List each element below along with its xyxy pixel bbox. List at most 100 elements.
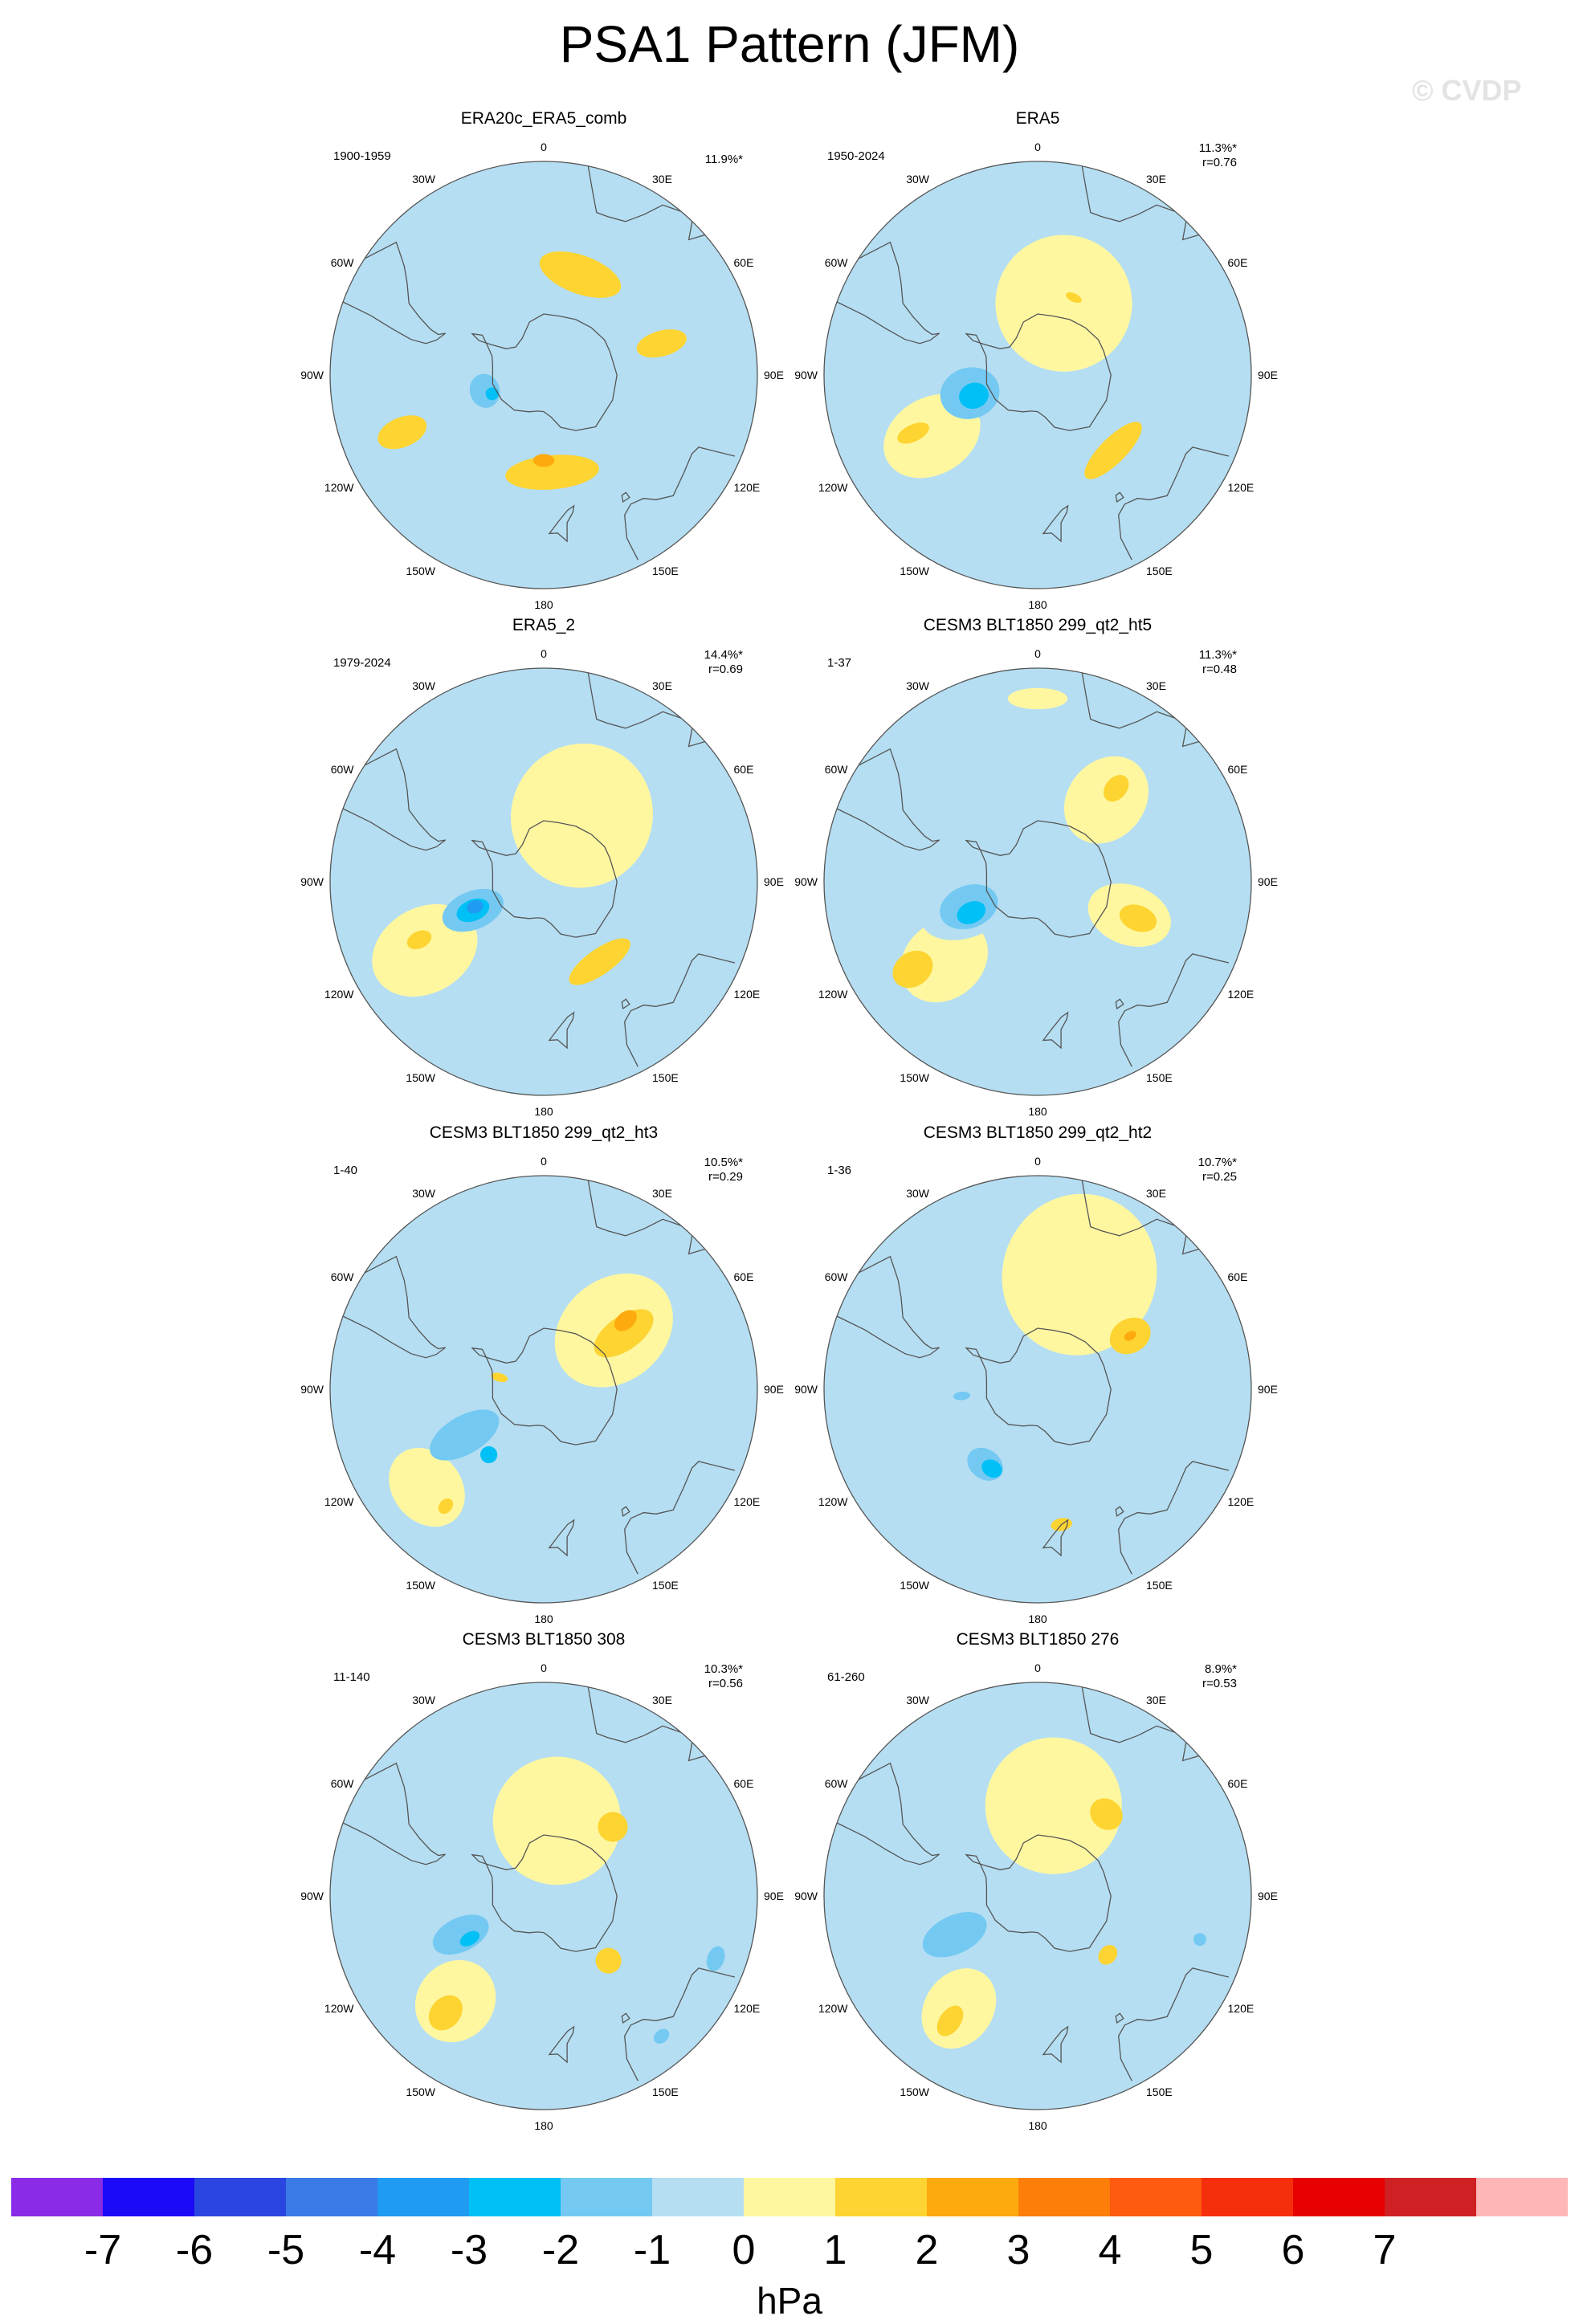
new-zealand-coastline xyxy=(548,504,575,543)
africa-coastline xyxy=(1081,165,1176,222)
longitude-label: 30W xyxy=(412,1187,436,1200)
south-america-coastline xyxy=(342,748,446,851)
cvdp-watermark: © CVDP xyxy=(1412,74,1522,107)
longitude-label: 120W xyxy=(818,1495,848,1508)
longitude-label: 30E xyxy=(652,1694,672,1706)
longitude-label: 30W xyxy=(412,173,436,186)
tasmania-coastline xyxy=(621,1506,630,1517)
australia-coastline xyxy=(1118,953,1230,1067)
colorbar-tick-label: 3 xyxy=(1006,2227,1030,2273)
longitude-label: 0 xyxy=(1034,141,1041,153)
tasmania-coastline xyxy=(1115,2012,1124,2024)
map-border xyxy=(329,667,758,1096)
antarctica-coastline xyxy=(965,1327,1112,1445)
map-background-field xyxy=(330,1682,757,2110)
colorbar-swatch xyxy=(11,2178,104,2216)
explained-variance: 8.9%* xyxy=(1205,1662,1237,1676)
negative-anomaly-contour xyxy=(430,1409,500,1461)
pattern-correlation: r=0.29 xyxy=(708,1170,743,1184)
longitude-label: 30W xyxy=(906,1187,930,1200)
colorbar-swatch xyxy=(1293,2178,1385,2216)
map-panel: 0 30E 60E 90E 120E 150E 180 150W 120W 90W 60W 30W CE… xyxy=(300,1630,784,2132)
positive-anomaly-contour xyxy=(1098,1945,1118,1965)
tasmania-coastline xyxy=(621,2012,630,2024)
map-border xyxy=(329,1682,758,2110)
longitude-label: 150E xyxy=(652,1579,679,1592)
australia-coastline xyxy=(624,1967,736,2081)
negative-anomaly-contour xyxy=(972,389,989,403)
explained-variance: 10.7%* xyxy=(1198,1156,1238,1169)
madagascar-coastline xyxy=(1181,1742,1199,1762)
negative-anomaly-contour xyxy=(466,899,483,914)
madagascar-coastline xyxy=(687,221,705,241)
tasmania-coastline xyxy=(621,491,630,503)
panel-title: ERA5 xyxy=(1016,109,1060,128)
longitude-label: 30W xyxy=(906,173,930,186)
longitude-label: 30E xyxy=(1146,1187,1166,1200)
longitude-label: 30W xyxy=(412,679,436,692)
colorbar-unit: hPa xyxy=(757,2280,822,2322)
positive-anomaly-contour xyxy=(377,415,427,450)
longitude-label: 0 xyxy=(541,141,547,153)
negative-anomaly-contour xyxy=(432,1914,489,1955)
longitude-label: 60E xyxy=(734,1270,754,1283)
longitude-label: 60E xyxy=(1228,1270,1248,1283)
negative-anomaly-contour xyxy=(1193,1933,1206,1947)
colorbar-tick-label: -5 xyxy=(267,2227,305,2273)
colorbar-tick-label: -2 xyxy=(541,2227,580,2273)
colorbar xyxy=(11,2178,1568,2216)
longitude-label: 30E xyxy=(652,173,672,186)
longitude-label: 60W xyxy=(825,1270,849,1283)
positive-anomaly-contour xyxy=(636,329,687,358)
colorbar-tick-label: -1 xyxy=(633,2227,671,2273)
australia-coastline xyxy=(624,1461,736,1575)
positive-anomaly-contour xyxy=(1119,904,1157,932)
longitude-label: 60W xyxy=(331,1270,355,1283)
longitude-label: 0 xyxy=(541,1661,547,1674)
longitude-label: 150W xyxy=(900,1579,929,1592)
longitude-label: 0 xyxy=(1034,1661,1041,1674)
positive-anomaly-contour xyxy=(1063,756,1149,844)
longitude-label: 60E xyxy=(734,1777,754,1790)
madagascar-coastline xyxy=(687,1742,705,1762)
negative-anomaly-contour xyxy=(981,1459,1002,1478)
colorbar-swatch xyxy=(286,2178,378,2216)
colorbar-swatch xyxy=(1110,2178,1202,2216)
map-panel: 0 30E 60E 90E 120E 150E 180 150W 120W 90W 60W 30W ER… xyxy=(794,109,1278,611)
south-america-coastline xyxy=(836,1762,940,1865)
map-border xyxy=(823,1682,1252,2110)
positive-anomaly-contour xyxy=(892,950,933,989)
negative-anomaly-contour xyxy=(922,1912,987,1958)
pattern-correlation: r=0.25 xyxy=(1202,1170,1237,1184)
antarctica-coastline xyxy=(965,1834,1112,1952)
map-panel: 0 30E 60E 90E 120E 150E 180 150W 120W 90W 60W 30W ER… xyxy=(300,616,784,1118)
longitude-label: 120W xyxy=(818,2002,848,2015)
panel-title: ERA5_2 xyxy=(512,616,575,634)
colorbar-tick-label: 5 xyxy=(1189,2227,1214,2273)
map-panel: 0 30E 60E 90E 120E 150E 180 150W 120W 90W 60W 30W CE… xyxy=(794,616,1278,1118)
longitude-label: 150W xyxy=(406,1579,435,1592)
colorbar-swatch xyxy=(1018,2178,1111,2216)
map-border xyxy=(823,667,1252,1096)
longitude-label: 60E xyxy=(1228,256,1248,269)
longitude-label: 0 xyxy=(1034,647,1041,660)
positive-anomaly-contour xyxy=(569,938,630,985)
positive-anomaly-contour xyxy=(1007,687,1068,710)
longitude-label: 90E xyxy=(1258,1890,1278,1902)
south-america-coastline xyxy=(836,241,940,345)
explained-variance: 11.9%* xyxy=(705,153,743,166)
longitude-label: 30E xyxy=(652,1187,672,1200)
explained-variance: 10.3%* xyxy=(704,1662,744,1676)
longitude-label: 120W xyxy=(324,988,354,1001)
tasmania-coastline xyxy=(1115,1506,1124,1517)
longitude-label: 120E xyxy=(734,1495,761,1508)
longitude-label: 0 xyxy=(1034,1155,1041,1168)
africa-coastline xyxy=(587,165,682,222)
longitude-label: 150E xyxy=(1146,2085,1173,2098)
colorbar-swatch xyxy=(561,2178,653,2216)
positive-anomaly-contour xyxy=(594,1309,654,1358)
longitude-label: 60W xyxy=(825,763,849,776)
new-zealand-coastline xyxy=(1042,1519,1069,1557)
longitude-label: 60W xyxy=(825,1777,849,1790)
australia-coastline xyxy=(624,953,736,1067)
